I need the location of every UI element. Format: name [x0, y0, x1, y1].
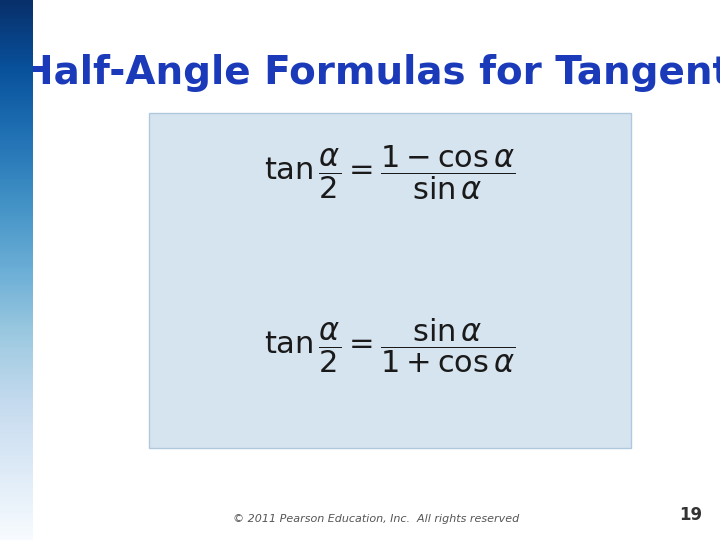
Text: 19: 19 — [680, 506, 703, 524]
Text: $\tan\dfrac{\alpha}{2} = \dfrac{1 - \cos\alpha}{\sin\alpha}$: $\tan\dfrac{\alpha}{2} = \dfrac{1 - \cos… — [264, 144, 516, 202]
FancyBboxPatch shape — [149, 113, 631, 448]
Text: Half-Angle Formulas for Tangent: Half-Angle Formulas for Tangent — [21, 54, 720, 92]
Text: © 2011 Pearson Education, Inc.  All rights reserved: © 2011 Pearson Education, Inc. All right… — [233, 514, 519, 524]
Text: $\tan\dfrac{\alpha}{2} = \dfrac{\sin\alpha}{1 + \cos\alpha}$: $\tan\dfrac{\alpha}{2} = \dfrac{\sin\alp… — [264, 316, 516, 375]
